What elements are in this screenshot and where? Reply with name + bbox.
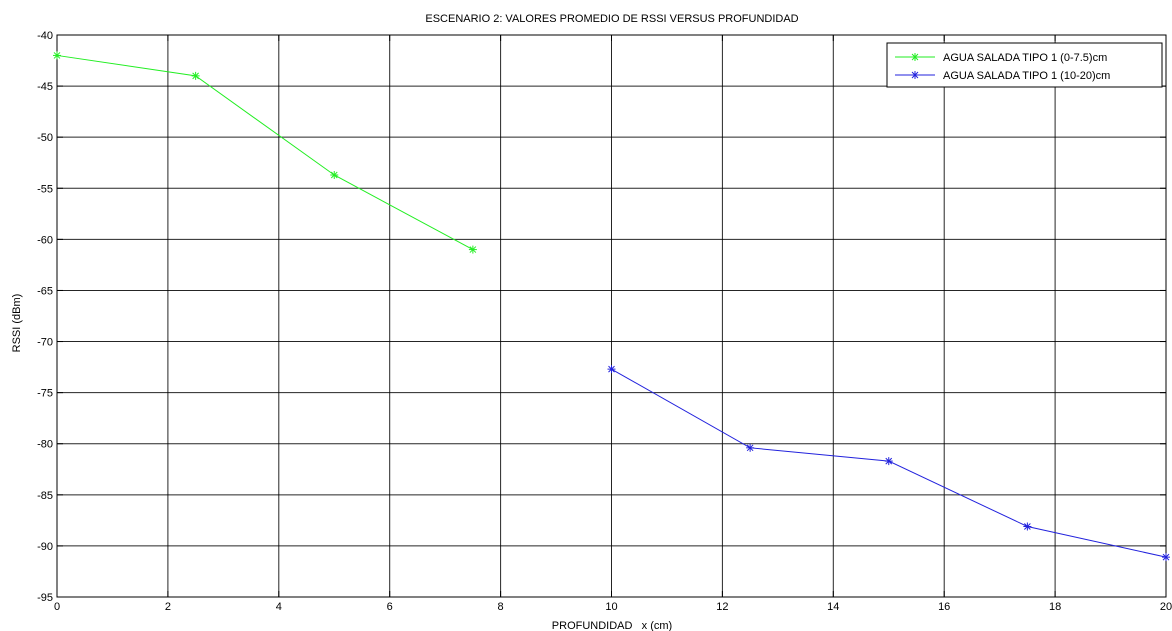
y-tick-label: -95 xyxy=(37,592,53,604)
data-point xyxy=(330,170,339,179)
y-tick-label: -85 xyxy=(37,490,53,502)
y-tick-label: -70 xyxy=(37,337,53,349)
x-tick-label: 8 xyxy=(498,601,504,613)
series-1 xyxy=(53,51,477,254)
x-tick-label: 14 xyxy=(827,601,839,613)
data-point xyxy=(1023,522,1032,531)
legend-label: AGUA SALADA TIPO 1 (10-20)cm xyxy=(943,70,1110,82)
x-tick-label: 0 xyxy=(54,601,60,613)
series-line xyxy=(56,54,474,251)
y-tick-label: -90 xyxy=(37,541,53,553)
y-tick-label: -45 xyxy=(37,81,53,93)
y-tick-label: -60 xyxy=(37,234,53,246)
y-tick-label: -75 xyxy=(37,388,53,400)
y-tick-labels: -40 -45 -50 -55 -60 -65 -70 -75 -80 -85 -90 -95 xyxy=(37,30,53,604)
chart-title: ESCENARIO 2: VALORES PROMEDIO DE RSSI VE… xyxy=(425,13,798,25)
x-tick-label: 10 xyxy=(605,601,617,613)
x-tick-label: 20 xyxy=(1160,601,1172,613)
data-point xyxy=(746,443,755,452)
x-axis-label: PROFUNDIDAD x (cm) xyxy=(552,620,672,631)
y-tick-label: -80 xyxy=(37,439,53,451)
x-tick-label: 18 xyxy=(1049,601,1061,613)
data-point xyxy=(468,245,477,254)
legend-box xyxy=(886,42,1163,88)
y-tick-label: -40 xyxy=(37,30,53,42)
legend-item-2: AGUA SALADA TIPO 1 (10-20)cm xyxy=(895,70,1110,82)
y-tick-label: -55 xyxy=(37,183,53,195)
series-group xyxy=(53,51,1170,562)
series-2 xyxy=(607,365,1170,562)
x-tick-label: 16 xyxy=(938,601,950,613)
x-tick-label: 12 xyxy=(716,601,728,613)
legend-swatch-marker xyxy=(911,53,919,61)
data-point xyxy=(191,71,200,80)
legend-label: AGUA SALADA TIPO 1 (0-7.5)cm xyxy=(943,52,1107,64)
grid-lines xyxy=(57,35,1166,597)
x-tick-label: 6 xyxy=(387,601,393,613)
legend: AGUA SALADA TIPO 1 (0-7.5)cm AGUA SALADA … xyxy=(886,42,1163,88)
plot-axes xyxy=(56,34,1167,598)
y-tick-label: -50 xyxy=(37,132,53,144)
x-tick-labels: 0 2 4 6 8 10 12 14 16 18 20 xyxy=(54,601,1172,613)
data-point xyxy=(1162,553,1170,562)
data-point xyxy=(53,51,61,60)
x-tick-label: 2 xyxy=(165,601,171,613)
legend-swatch-marker xyxy=(911,71,919,79)
data-point xyxy=(884,457,893,466)
y-tick-label: -65 xyxy=(37,285,53,297)
legend-item-1: AGUA SALADA TIPO 1 (0-7.5)cm xyxy=(895,52,1107,64)
y-axis-label: RSSI (dBm) xyxy=(11,294,23,353)
x-tick-label: 4 xyxy=(276,601,282,613)
data-point xyxy=(607,365,616,374)
